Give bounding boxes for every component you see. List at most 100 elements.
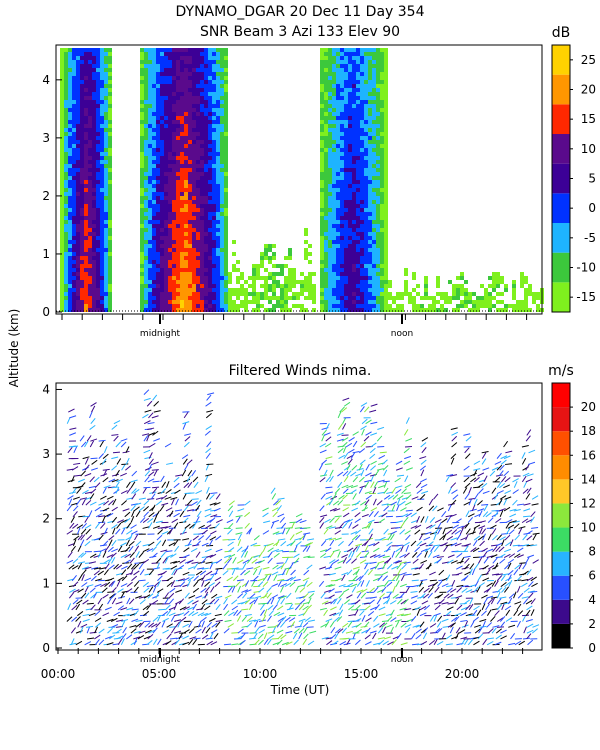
wind-barb bbox=[192, 535, 199, 541]
snr-cell bbox=[216, 228, 220, 232]
snr-cell bbox=[192, 212, 196, 216]
wind-barb bbox=[280, 540, 287, 547]
snr-cell bbox=[88, 104, 92, 108]
snr-cell bbox=[192, 308, 196, 312]
snr-cell bbox=[208, 204, 212, 208]
snr-cell bbox=[176, 48, 180, 52]
snr-cell bbox=[188, 204, 192, 208]
snr-cell bbox=[96, 140, 100, 144]
snr-cell bbox=[364, 240, 368, 244]
snr-cell bbox=[332, 160, 336, 164]
wind-barb bbox=[75, 499, 81, 506]
snr-cell bbox=[160, 240, 164, 244]
snr-cell bbox=[208, 252, 212, 256]
snr-cell bbox=[80, 112, 84, 116]
snr-cell bbox=[216, 132, 220, 136]
snr-cell bbox=[172, 292, 176, 296]
snr-cell bbox=[524, 304, 528, 308]
snr-cell bbox=[140, 88, 144, 92]
snr-cell bbox=[168, 120, 172, 124]
snr-cell bbox=[264, 284, 268, 288]
snr-cell bbox=[84, 188, 88, 192]
snr-cell bbox=[80, 136, 84, 140]
snr-cell bbox=[456, 284, 460, 288]
snr-cell bbox=[528, 308, 532, 312]
wind-barb bbox=[131, 510, 135, 517]
snr-cell bbox=[348, 60, 352, 64]
snr-cell bbox=[224, 84, 228, 88]
wind-barb bbox=[100, 522, 106, 529]
snr-cell bbox=[284, 284, 288, 288]
snr-cell bbox=[364, 72, 368, 76]
snr-cell bbox=[256, 264, 260, 268]
wind-barb bbox=[202, 634, 209, 640]
snr-cell bbox=[164, 164, 168, 168]
wind-barb bbox=[152, 638, 158, 646]
snr-cell bbox=[472, 308, 476, 312]
snr-cell bbox=[200, 304, 204, 308]
snr-cell bbox=[200, 276, 204, 280]
snr-cell bbox=[88, 48, 92, 52]
wind-barb bbox=[263, 638, 269, 646]
wind-barb bbox=[111, 524, 118, 529]
snr-cell bbox=[376, 164, 380, 168]
snr-cell bbox=[348, 200, 352, 204]
snr-cell bbox=[180, 280, 184, 284]
snr-cell bbox=[156, 68, 160, 72]
snr-cell bbox=[184, 124, 188, 128]
wind-barb bbox=[153, 438, 161, 442]
snr-cell bbox=[324, 140, 328, 144]
wind-barb bbox=[171, 518, 178, 524]
snr-cell bbox=[204, 152, 208, 156]
snr-cell bbox=[96, 212, 100, 216]
wind-barb bbox=[71, 616, 78, 622]
snr-cell bbox=[280, 304, 284, 308]
snr-cell bbox=[140, 288, 144, 292]
snr-cell bbox=[292, 292, 296, 296]
snr-cell bbox=[160, 52, 164, 56]
snr-cell bbox=[108, 292, 112, 296]
wind-barb bbox=[148, 522, 153, 529]
snr-cell bbox=[224, 104, 228, 108]
wind-barb bbox=[253, 535, 260, 541]
snr-cell bbox=[148, 168, 152, 172]
snr-cell bbox=[188, 224, 192, 228]
snr-cell bbox=[168, 60, 172, 64]
snr-cell bbox=[240, 292, 244, 296]
snr-cell bbox=[412, 308, 416, 312]
snr-cell bbox=[184, 296, 188, 300]
snr-cell bbox=[140, 124, 144, 128]
wind-barb bbox=[206, 640, 214, 646]
snr-cell bbox=[188, 240, 192, 244]
wind-barb bbox=[284, 616, 291, 622]
snr-cell bbox=[160, 108, 164, 112]
snr-cell bbox=[208, 212, 212, 216]
snr-cell bbox=[156, 152, 160, 156]
snr-cell bbox=[64, 300, 68, 304]
snr-cell bbox=[152, 216, 156, 220]
snr-cell bbox=[368, 72, 372, 76]
snr-cell bbox=[80, 220, 84, 224]
snr-cell bbox=[192, 232, 196, 236]
snr-cell bbox=[172, 192, 176, 196]
snr-cell bbox=[68, 128, 72, 132]
wind-barb bbox=[76, 524, 84, 529]
snr-cell bbox=[488, 284, 492, 288]
snr-cell bbox=[212, 220, 216, 224]
wind-barb bbox=[231, 567, 239, 570]
snr-cell bbox=[76, 304, 80, 308]
snr-cell bbox=[100, 124, 104, 128]
snr-cell bbox=[76, 84, 80, 88]
wind-barb bbox=[187, 481, 193, 489]
snr-cell bbox=[384, 160, 388, 164]
snr-cell bbox=[220, 136, 224, 140]
wind-barb bbox=[240, 633, 246, 640]
snr-cell bbox=[140, 216, 144, 220]
wind-barb bbox=[160, 526, 168, 529]
wind-barb bbox=[126, 607, 134, 611]
snr-cell bbox=[108, 180, 112, 184]
snr-cell bbox=[60, 248, 64, 252]
wind-barb bbox=[162, 617, 169, 622]
snr-cell bbox=[156, 240, 160, 244]
snr-cell bbox=[104, 124, 108, 128]
